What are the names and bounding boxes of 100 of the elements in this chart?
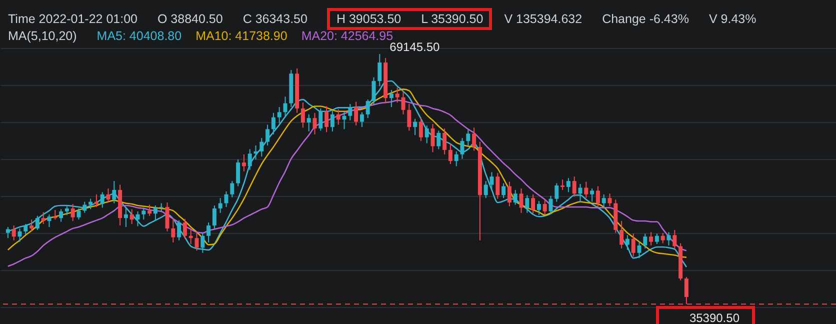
candlestick [430, 124, 435, 153]
candlestick [200, 232, 205, 254]
candlestick [266, 124, 270, 146]
frame-outline: 35390.50 [656, 306, 754, 324]
candlestick [666, 232, 671, 246]
candlestick [260, 138, 264, 158]
candlestick [513, 189, 518, 206]
candlestick [47, 214, 52, 228]
candlestick [6, 226, 10, 239]
candlestick [413, 118, 418, 136]
candlestick [112, 180, 116, 204]
candlestick [324, 106, 329, 133]
candlestick [41, 212, 46, 224]
candlestick [572, 176, 576, 198]
candlestick [608, 193, 612, 207]
candlestick [466, 129, 470, 146]
candlestick [401, 90, 406, 115]
text: V 9.43% [708, 12, 756, 26]
candlestick [342, 112, 346, 130]
candlestick [82, 201, 87, 214]
candlestick [306, 114, 311, 132]
candlestick [672, 229, 677, 250]
candlestick [59, 208, 64, 222]
candlestick [148, 204, 152, 216]
text: V 135394.632 [504, 12, 582, 26]
candlestick [283, 96, 288, 118]
text: Change -6.43% [602, 12, 689, 26]
candlestick [460, 138, 464, 160]
candlestick [218, 198, 222, 214]
candlestick [472, 127, 476, 152]
candlestick [519, 188, 524, 214]
candlestick [389, 89, 394, 108]
candlestick [548, 195, 553, 214]
candlestick [654, 233, 659, 244]
candlestick [578, 184, 582, 202]
candlestick [35, 215, 40, 230]
candlestick [224, 190, 228, 208]
text: C 36343.50 [242, 12, 308, 26]
candlestick [660, 232, 665, 244]
candlestick [348, 104, 352, 121]
candlestick [53, 209, 58, 220]
candlestick [560, 179, 565, 190]
candlestick [531, 194, 536, 214]
candlestick [182, 218, 187, 240]
candlestick [643, 233, 648, 249]
candlestick [366, 99, 370, 119]
candlestick [24, 224, 28, 235]
candlestick [165, 202, 170, 232]
candlestick [76, 208, 81, 220]
candlestick [171, 218, 176, 244]
candlestick [625, 234, 630, 250]
candlestick [318, 108, 323, 132]
candlestick [442, 128, 447, 155]
candlestick [602, 194, 606, 209]
candlestick [566, 178, 570, 193]
annotation: MA(5,10,20) [8, 29, 77, 43]
candlestick [395, 87, 400, 104]
text: O 38840.50 [157, 12, 223, 26]
candlestick [30, 219, 34, 232]
candlestick [378, 54, 382, 87]
candlestick [436, 130, 441, 150]
candlestick [248, 148, 252, 170]
text: MA10: 41738.90 [196, 29, 288, 43]
candlestick [153, 204, 158, 220]
candlestick [536, 200, 541, 216]
candlestick [424, 124, 429, 144]
candlestick [336, 108, 340, 126]
candlestick [372, 76, 376, 106]
candlestick [484, 180, 488, 199]
candlestick [271, 112, 276, 135]
candlestick [507, 181, 512, 207]
text: Time 2022-01-22 01:00 [8, 12, 138, 26]
candlestick [590, 188, 594, 202]
candlestick [596, 186, 600, 208]
annotation: 69145.50 [390, 40, 440, 54]
candlestick [136, 210, 140, 227]
candlestick [300, 102, 305, 128]
candlestick [407, 104, 412, 132]
candlestick [236, 159, 240, 187]
candlestick [124, 206, 128, 228]
candlestick [106, 188, 110, 202]
candlestick [70, 204, 75, 222]
frame-outline: H 39053.50 L 35390.50 [327, 8, 492, 30]
candlestick [206, 222, 211, 244]
candlestick [354, 101, 358, 126]
candlestick [12, 224, 16, 241]
candlestick [502, 182, 506, 199]
candlestick [130, 208, 134, 224]
candlestick [18, 228, 22, 242]
candlestick [330, 110, 334, 132]
text: MA20: 42564.95 [301, 29, 394, 43]
candlestick [584, 181, 588, 199]
candlestick [525, 194, 530, 214]
candlestick [194, 232, 199, 252]
candlestick [554, 182, 559, 202]
candlestick [448, 144, 452, 164]
candlestick [277, 106, 282, 124]
candlestick [637, 241, 642, 259]
candlestick [142, 207, 146, 220]
candlestick [490, 172, 494, 190]
